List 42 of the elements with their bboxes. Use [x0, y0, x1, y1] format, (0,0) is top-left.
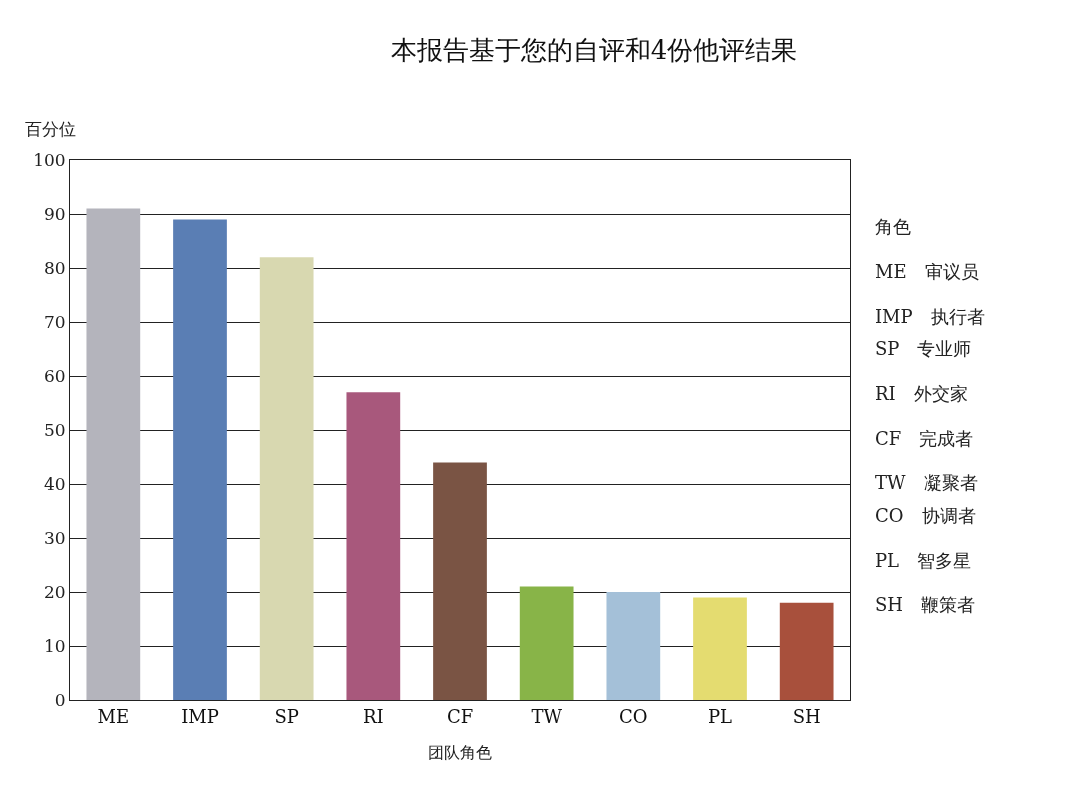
y-axis-title: 百分位: [25, 119, 76, 139]
x-tick-label: TW: [531, 705, 563, 727]
x-tick-label: SH: [792, 705, 821, 727]
x-tick-label: CO: [619, 705, 648, 727]
bar: [519, 586, 574, 700]
y-tick-label: 0: [54, 689, 66, 710]
x-tick-label: RI: [362, 705, 384, 727]
bar: [259, 257, 314, 700]
text: SP 专业师: [875, 338, 972, 359]
y-tick-label: 100: [33, 149, 66, 170]
bar: [779, 602, 834, 700]
text: IMP 执行者: [875, 306, 985, 327]
x-tick-label: CF: [446, 705, 474, 727]
y-tick-label: 10: [43, 635, 66, 656]
y-tick-label: 70: [43, 311, 66, 332]
bar: [693, 597, 747, 700]
text: 角色: [875, 216, 911, 237]
y-tick-label: 80: [43, 257, 66, 278]
y-tick-label: 20: [43, 581, 66, 602]
chart-title: 本报告基于您的自评和4份他评结果: [390, 34, 798, 65]
text: RI 外交家: [875, 383, 968, 404]
text: CO 协调者: [875, 505, 976, 526]
x-tick-label: IMP: [181, 705, 219, 727]
text: PL 智多星: [875, 550, 972, 571]
text: ME 审议员: [875, 261, 979, 282]
text: CF 完成者: [875, 428, 974, 449]
y-tick-label: 30: [43, 527, 66, 548]
y-tick-label: 90: [43, 203, 66, 224]
x-axis-title: 团队角色: [428, 743, 492, 762]
bar: [606, 592, 661, 700]
text: TW 凝聚者: [875, 472, 978, 493]
y-tick-label: 50: [43, 419, 66, 440]
bar: [346, 392, 401, 700]
y-tick-label: 40: [43, 473, 66, 494]
bar: [433, 462, 487, 700]
x-tick-label: SP: [274, 705, 299, 727]
bar: [173, 219, 227, 700]
x-tick-label: ME: [97, 705, 130, 727]
bar: [86, 208, 141, 700]
text: SH 鞭策者: [875, 594, 976, 615]
x-tick-label: PL: [707, 705, 733, 727]
y-tick-label: 60: [43, 365, 66, 386]
